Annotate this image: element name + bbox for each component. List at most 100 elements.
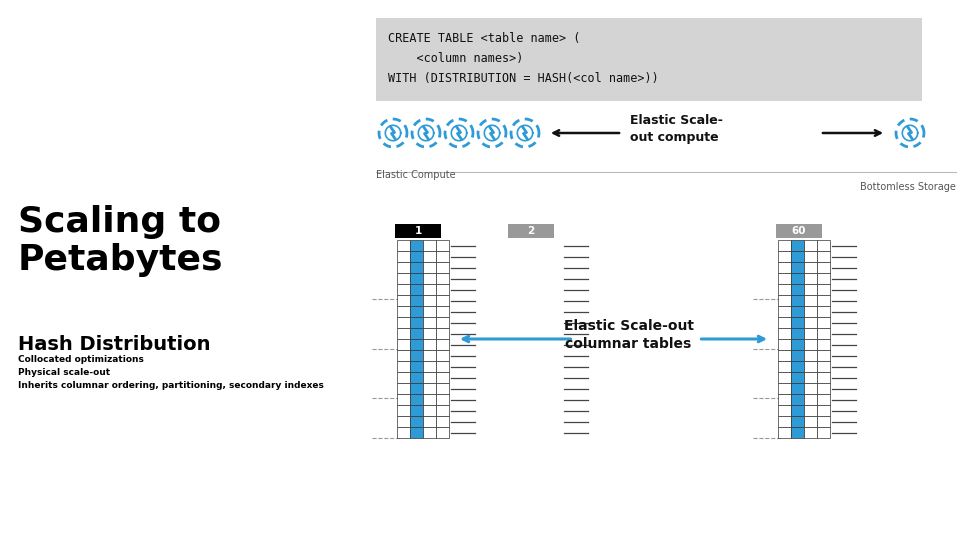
Bar [397,361,410,372]
Bar [423,350,436,361]
Bar [804,427,817,438]
Bar [436,416,449,427]
Bar [791,394,804,405]
Bar [804,251,817,262]
Bar [804,284,817,295]
Bar [817,339,830,350]
Bar [778,350,791,361]
Bar [423,306,436,317]
Bar [397,372,410,383]
Bar [410,361,423,372]
Bar [423,317,436,328]
Bar [397,273,410,284]
Bar [791,273,804,284]
Bar [423,262,436,273]
Bar [804,372,817,383]
Bar [791,317,804,328]
Bar [791,405,804,416]
Bar [817,328,830,339]
Bar [397,284,410,295]
Bar [791,372,804,383]
Bar [778,262,791,273]
Bar [778,328,791,339]
Bar [397,328,410,339]
Bar [436,405,449,416]
Bar [410,251,423,262]
Text: 1: 1 [415,226,421,236]
Text: Bottomless Storage: Bottomless Storage [860,182,956,192]
Text: Physical scale-out: Physical scale-out [18,368,110,377]
Text: Elastic Compute: Elastic Compute [376,170,456,180]
Bar [804,317,817,328]
Bar [791,383,804,394]
Bar [817,284,830,295]
Bar [778,427,791,438]
Bar [397,306,410,317]
Bar [508,224,554,238]
Bar [817,416,830,427]
Bar [423,339,436,350]
Bar [395,224,441,238]
Bar [804,240,817,251]
Bar [423,240,436,251]
Bar [410,372,423,383]
Bar [410,416,423,427]
Bar [791,328,804,339]
Bar [410,262,423,273]
Text: Elastic Scale-
out compute: Elastic Scale- out compute [630,114,723,144]
Text: 60: 60 [792,226,806,236]
Bar [423,405,436,416]
Bar [778,383,791,394]
Bar [804,273,817,284]
Bar [436,240,449,251]
Bar [376,18,922,101]
Bar [423,251,436,262]
Bar [410,240,423,251]
Bar [423,284,436,295]
Bar [778,339,791,350]
Bar [791,350,804,361]
Bar [791,251,804,262]
Bar [436,383,449,394]
Bar [410,295,423,306]
Bar [410,339,423,350]
Bar [423,427,436,438]
Bar [436,427,449,438]
Bar [778,295,791,306]
Bar [436,295,449,306]
Text: WITH (DISTRIBUTION = HASH(<col name>)): WITH (DISTRIBUTION = HASH(<col name>)) [388,72,659,85]
Bar [436,361,449,372]
Bar [423,361,436,372]
Bar [817,240,830,251]
Bar [436,273,449,284]
Bar [397,383,410,394]
Bar [410,405,423,416]
Bar [436,328,449,339]
Bar [436,317,449,328]
Bar [804,295,817,306]
Bar [436,350,449,361]
Bar [778,394,791,405]
Bar [778,306,791,317]
Bar [423,416,436,427]
Bar [804,405,817,416]
Bar [410,317,423,328]
Bar [817,350,830,361]
Bar [436,339,449,350]
Bar [791,284,804,295]
Bar [778,372,791,383]
Bar [410,383,423,394]
Text: CREATE TABLE <table name> (: CREATE TABLE <table name> ( [388,32,581,45]
Bar [804,361,817,372]
Bar [423,295,436,306]
Bar [778,251,791,262]
Bar [791,262,804,273]
Bar [410,284,423,295]
Bar [423,372,436,383]
Bar [436,262,449,273]
Bar [817,372,830,383]
Bar [776,224,822,238]
Text: Elastic Scale-out
columnar tables: Elastic Scale-out columnar tables [564,319,693,350]
Bar [804,416,817,427]
Bar [397,427,410,438]
